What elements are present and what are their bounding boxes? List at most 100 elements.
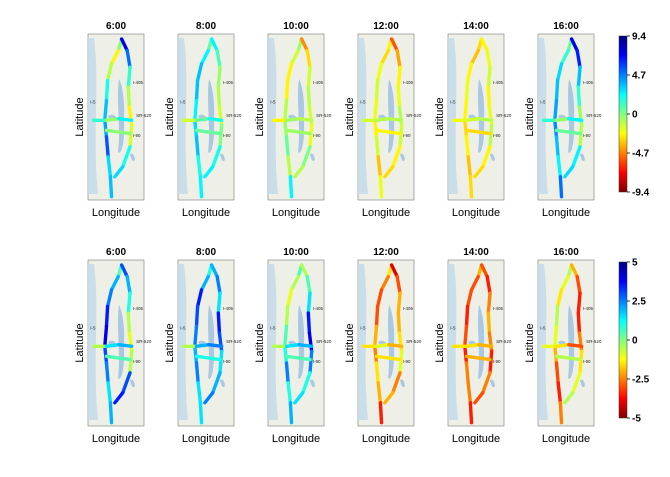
freeway-segment — [391, 145, 402, 169]
freeway-segment — [373, 118, 379, 139]
highway-label: I-5 — [180, 326, 186, 331]
freeway-segment — [105, 288, 114, 309]
freeway-segment — [104, 135, 110, 159]
freeway-segment — [383, 165, 395, 179]
highway-label: I-90 — [223, 133, 231, 138]
freeway-segment — [469, 48, 480, 66]
freeway-segment — [126, 291, 132, 315]
highway-label: I-90 — [403, 133, 411, 138]
freeway-segment — [464, 304, 470, 329]
x-axis-label: Longitude — [182, 207, 230, 219]
freeway-segment — [194, 135, 200, 159]
freeway-segment — [216, 291, 222, 315]
freeway-segment — [576, 85, 582, 109]
freeway-segment — [575, 48, 582, 69]
freeway-segment — [299, 37, 309, 53]
highway-label: I-90 — [493, 359, 501, 364]
freeway-segment — [289, 274, 300, 292]
puget-sound-water — [538, 264, 548, 420]
freeway-segment — [108, 175, 114, 199]
highway-label: SR-520 — [226, 339, 242, 344]
freeway-segment — [481, 371, 492, 395]
freeway-segment — [396, 291, 402, 315]
freeway-segment — [286, 381, 293, 405]
lake-sammamish — [130, 379, 135, 388]
freeway-segment — [375, 62, 384, 83]
lake-washington — [118, 305, 125, 379]
freeway-segment — [374, 78, 380, 103]
highway-label: I-90 — [133, 359, 141, 364]
freeway-segment — [396, 65, 402, 89]
freeway-segment — [373, 344, 379, 365]
freeway-segment — [556, 381, 563, 405]
freeway-segment — [218, 123, 224, 149]
freeway-segment — [396, 85, 402, 109]
colorbar-tick-label: 5 — [632, 258, 638, 269]
freeway-segment — [563, 165, 575, 179]
freeway-segment — [389, 37, 399, 53]
freeway-segment — [387, 116, 404, 123]
freeway-segment — [301, 371, 312, 395]
freeway-segment — [104, 342, 121, 349]
highway-label: SR-520 — [316, 113, 332, 118]
highway-label: I-405 — [493, 80, 504, 85]
freeway-segment — [398, 349, 404, 375]
freeway-segment — [558, 175, 564, 199]
freeway-segment — [463, 344, 469, 365]
lake-sammamish — [400, 153, 405, 162]
freeway-segment — [305, 274, 312, 295]
map-panel: 10:00 I-5 I-405 SR-520 I-90 Longitude Latitude — [254, 247, 332, 445]
freeway-segment — [289, 48, 300, 66]
puget-sound-water — [448, 38, 458, 194]
freeway-segment — [103, 118, 109, 139]
freeway-segment — [378, 175, 384, 199]
freeway-segment — [125, 48, 132, 69]
freeway-segment — [569, 263, 579, 279]
highway-label: I-5 — [450, 326, 456, 331]
freeway-segment — [397, 105, 404, 128]
lake-sammamish — [490, 153, 495, 162]
freeway-segment — [463, 98, 469, 123]
puget-sound-water — [268, 38, 278, 194]
highway-label: I-90 — [403, 359, 411, 364]
highway-label: I-5 — [540, 100, 546, 105]
x-axis-label: Longitude — [182, 433, 230, 445]
y-axis-label: Latitude — [164, 97, 176, 136]
panel-title: 12:00 — [373, 247, 399, 258]
freeway-segment — [485, 274, 492, 295]
x-axis-label: Longitude — [542, 433, 590, 445]
x-axis-label: Longitude — [542, 207, 590, 219]
map-panel: 14:00 I-5 I-405 SR-520 I-90 Longitude Latitude — [434, 247, 512, 445]
panel-title: 16:00 — [553, 21, 579, 32]
freeway-segment — [477, 342, 494, 349]
freeway-segment — [128, 123, 134, 149]
lake-washington — [118, 79, 125, 153]
lake-washington — [388, 305, 395, 379]
panel-title: 6:00 — [106, 247, 126, 258]
freeway-segment — [209, 263, 219, 279]
freeway-segment — [488, 123, 494, 149]
freeway-segment — [576, 311, 582, 335]
freeway-segment — [199, 274, 210, 292]
freeway-segment — [104, 304, 110, 329]
freeway-segment — [466, 381, 473, 405]
freeway-segment — [194, 116, 211, 123]
colorbar: 5 2.5 0 -2.5 -5 — [618, 258, 650, 425]
freeway-segment — [207, 116, 224, 123]
highway-label: SR-520 — [226, 113, 242, 118]
map-panel: 12:00 I-5 I-405 SR-520 I-90 Longitude Latitude — [344, 21, 422, 219]
lake-sammamish — [580, 379, 585, 388]
freeway-segment — [196, 155, 203, 179]
freeway-segment — [379, 48, 390, 66]
freeway-segment — [194, 304, 200, 329]
freeway-segment — [464, 354, 492, 362]
panel-title: 8:00 — [196, 21, 216, 32]
freeway-segment — [109, 274, 120, 292]
freeway-segment — [305, 48, 312, 69]
lake-washington — [478, 305, 485, 379]
freeway-segment — [209, 37, 219, 53]
freeway-segment — [218, 349, 224, 375]
freeway-segment — [119, 263, 129, 279]
lake-sammamish — [130, 153, 135, 162]
freeway-segment — [465, 288, 474, 309]
